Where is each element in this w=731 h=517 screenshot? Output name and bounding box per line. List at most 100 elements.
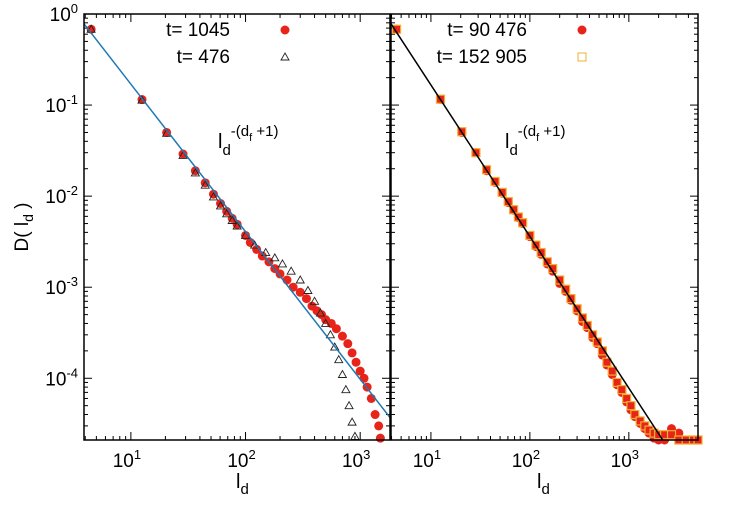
data-point <box>374 421 384 431</box>
data-point <box>270 252 280 262</box>
data-point <box>252 244 262 254</box>
y-tick-label: 10-4 <box>45 365 78 390</box>
legend-marker <box>280 25 290 35</box>
annotation-exp-tail: +1) <box>252 123 278 140</box>
data-point <box>490 176 500 187</box>
data-point <box>351 357 361 367</box>
data-point <box>232 221 242 230</box>
legend-marker <box>577 52 587 62</box>
y-tick-label: 100 <box>50 1 78 26</box>
data-point <box>137 95 147 104</box>
legend-marker <box>577 25 587 35</box>
legend-label: t= 152 905 <box>437 47 527 68</box>
data-point <box>208 192 219 201</box>
data-point <box>607 366 617 376</box>
data-point <box>587 330 598 340</box>
data-point <box>630 409 640 420</box>
series-t-1045 <box>86 24 385 443</box>
data-point <box>162 127 172 137</box>
data-point <box>325 329 336 339</box>
x-tick-label: 102 <box>227 447 255 472</box>
data-point <box>275 269 285 279</box>
data-point <box>249 240 260 249</box>
x-tick-label: 102 <box>512 447 540 472</box>
data-point <box>375 433 385 443</box>
fit-line <box>83 23 391 419</box>
data-point <box>666 430 677 440</box>
data-point <box>337 331 347 341</box>
data-point <box>295 275 306 284</box>
y-tick-label: 10-3 <box>45 274 78 299</box>
x-axis-label-right: ld <box>537 471 550 498</box>
x-tick-label-exp: 1 <box>434 447 441 462</box>
annotation-exp: -(d <box>231 123 249 140</box>
data-point <box>347 417 357 426</box>
data-point <box>277 259 288 268</box>
series-t-152-905 <box>392 24 703 445</box>
data-point <box>260 247 271 257</box>
data-point <box>200 180 210 189</box>
x-tick-label-exp: 2 <box>533 447 540 462</box>
data-point <box>295 287 305 297</box>
data-point <box>178 149 188 159</box>
series-t-90-476 <box>392 24 698 445</box>
y-tick-label: 10-1 <box>45 92 78 117</box>
annotation-exp-sub: f <box>536 132 540 144</box>
data-point <box>286 266 296 275</box>
data-point <box>617 385 627 395</box>
data-point <box>370 410 380 420</box>
data-point <box>626 401 636 411</box>
data-point <box>215 201 226 210</box>
plot-frame <box>83 13 391 441</box>
data-point <box>561 284 571 294</box>
data-point <box>503 197 513 207</box>
left-panel: 101 102 103 100 10-1 10-2 10-3 10-4 t= 1045 t= 47… <box>45 1 391 472</box>
power-law-annotation: ld-(df +1) <box>218 123 278 159</box>
data-point <box>221 208 232 218</box>
x-tick-label: 103 <box>611 447 639 472</box>
data-point <box>341 384 351 394</box>
data-point <box>542 257 552 267</box>
legend-label: t= 1045 <box>166 20 230 41</box>
fit-line <box>390 23 664 441</box>
legend-label: t= 476 <box>177 47 230 68</box>
data-point <box>190 167 201 177</box>
x-tick-label-exp: 3 <box>363 447 370 462</box>
plot-frame <box>390 13 699 441</box>
data-point <box>315 308 326 317</box>
data-point <box>355 366 365 376</box>
data-point <box>359 373 369 383</box>
data-point <box>280 52 290 61</box>
data-point <box>674 428 684 438</box>
data-point <box>329 342 340 351</box>
data-point <box>592 337 602 347</box>
data-point <box>509 205 519 215</box>
x-tick-label: 101 <box>113 447 141 472</box>
data-point <box>309 296 320 305</box>
y-tick-label-exp: -4 <box>66 365 78 380</box>
y-tick-label: 10-2 <box>45 183 78 208</box>
y-tick-label-exp: -2 <box>66 183 78 198</box>
x-tick-label: 103 <box>342 447 370 472</box>
y-tick-label-exp: -3 <box>66 274 78 289</box>
y-axis-label-sub: d <box>20 214 36 222</box>
data-point <box>612 377 622 388</box>
data-point <box>280 25 290 35</box>
annotation-exp-tail: +1) <box>539 123 565 140</box>
data-point <box>333 354 344 364</box>
legend-marker-square <box>577 52 587 62</box>
data-point <box>227 215 237 224</box>
data-point <box>602 357 612 367</box>
y-tick-label-exp: 0 <box>71 1 78 16</box>
data-point <box>635 416 645 426</box>
data-point <box>331 324 341 334</box>
data-point <box>344 400 354 410</box>
x-tick-label-exp: 2 <box>248 447 255 462</box>
annotation-sub: d <box>509 142 517 159</box>
data-point <box>343 339 353 349</box>
data-point <box>320 318 331 327</box>
y-axis-label: D( ld ) <box>12 203 36 252</box>
x-tick-label: 101 <box>413 447 441 472</box>
